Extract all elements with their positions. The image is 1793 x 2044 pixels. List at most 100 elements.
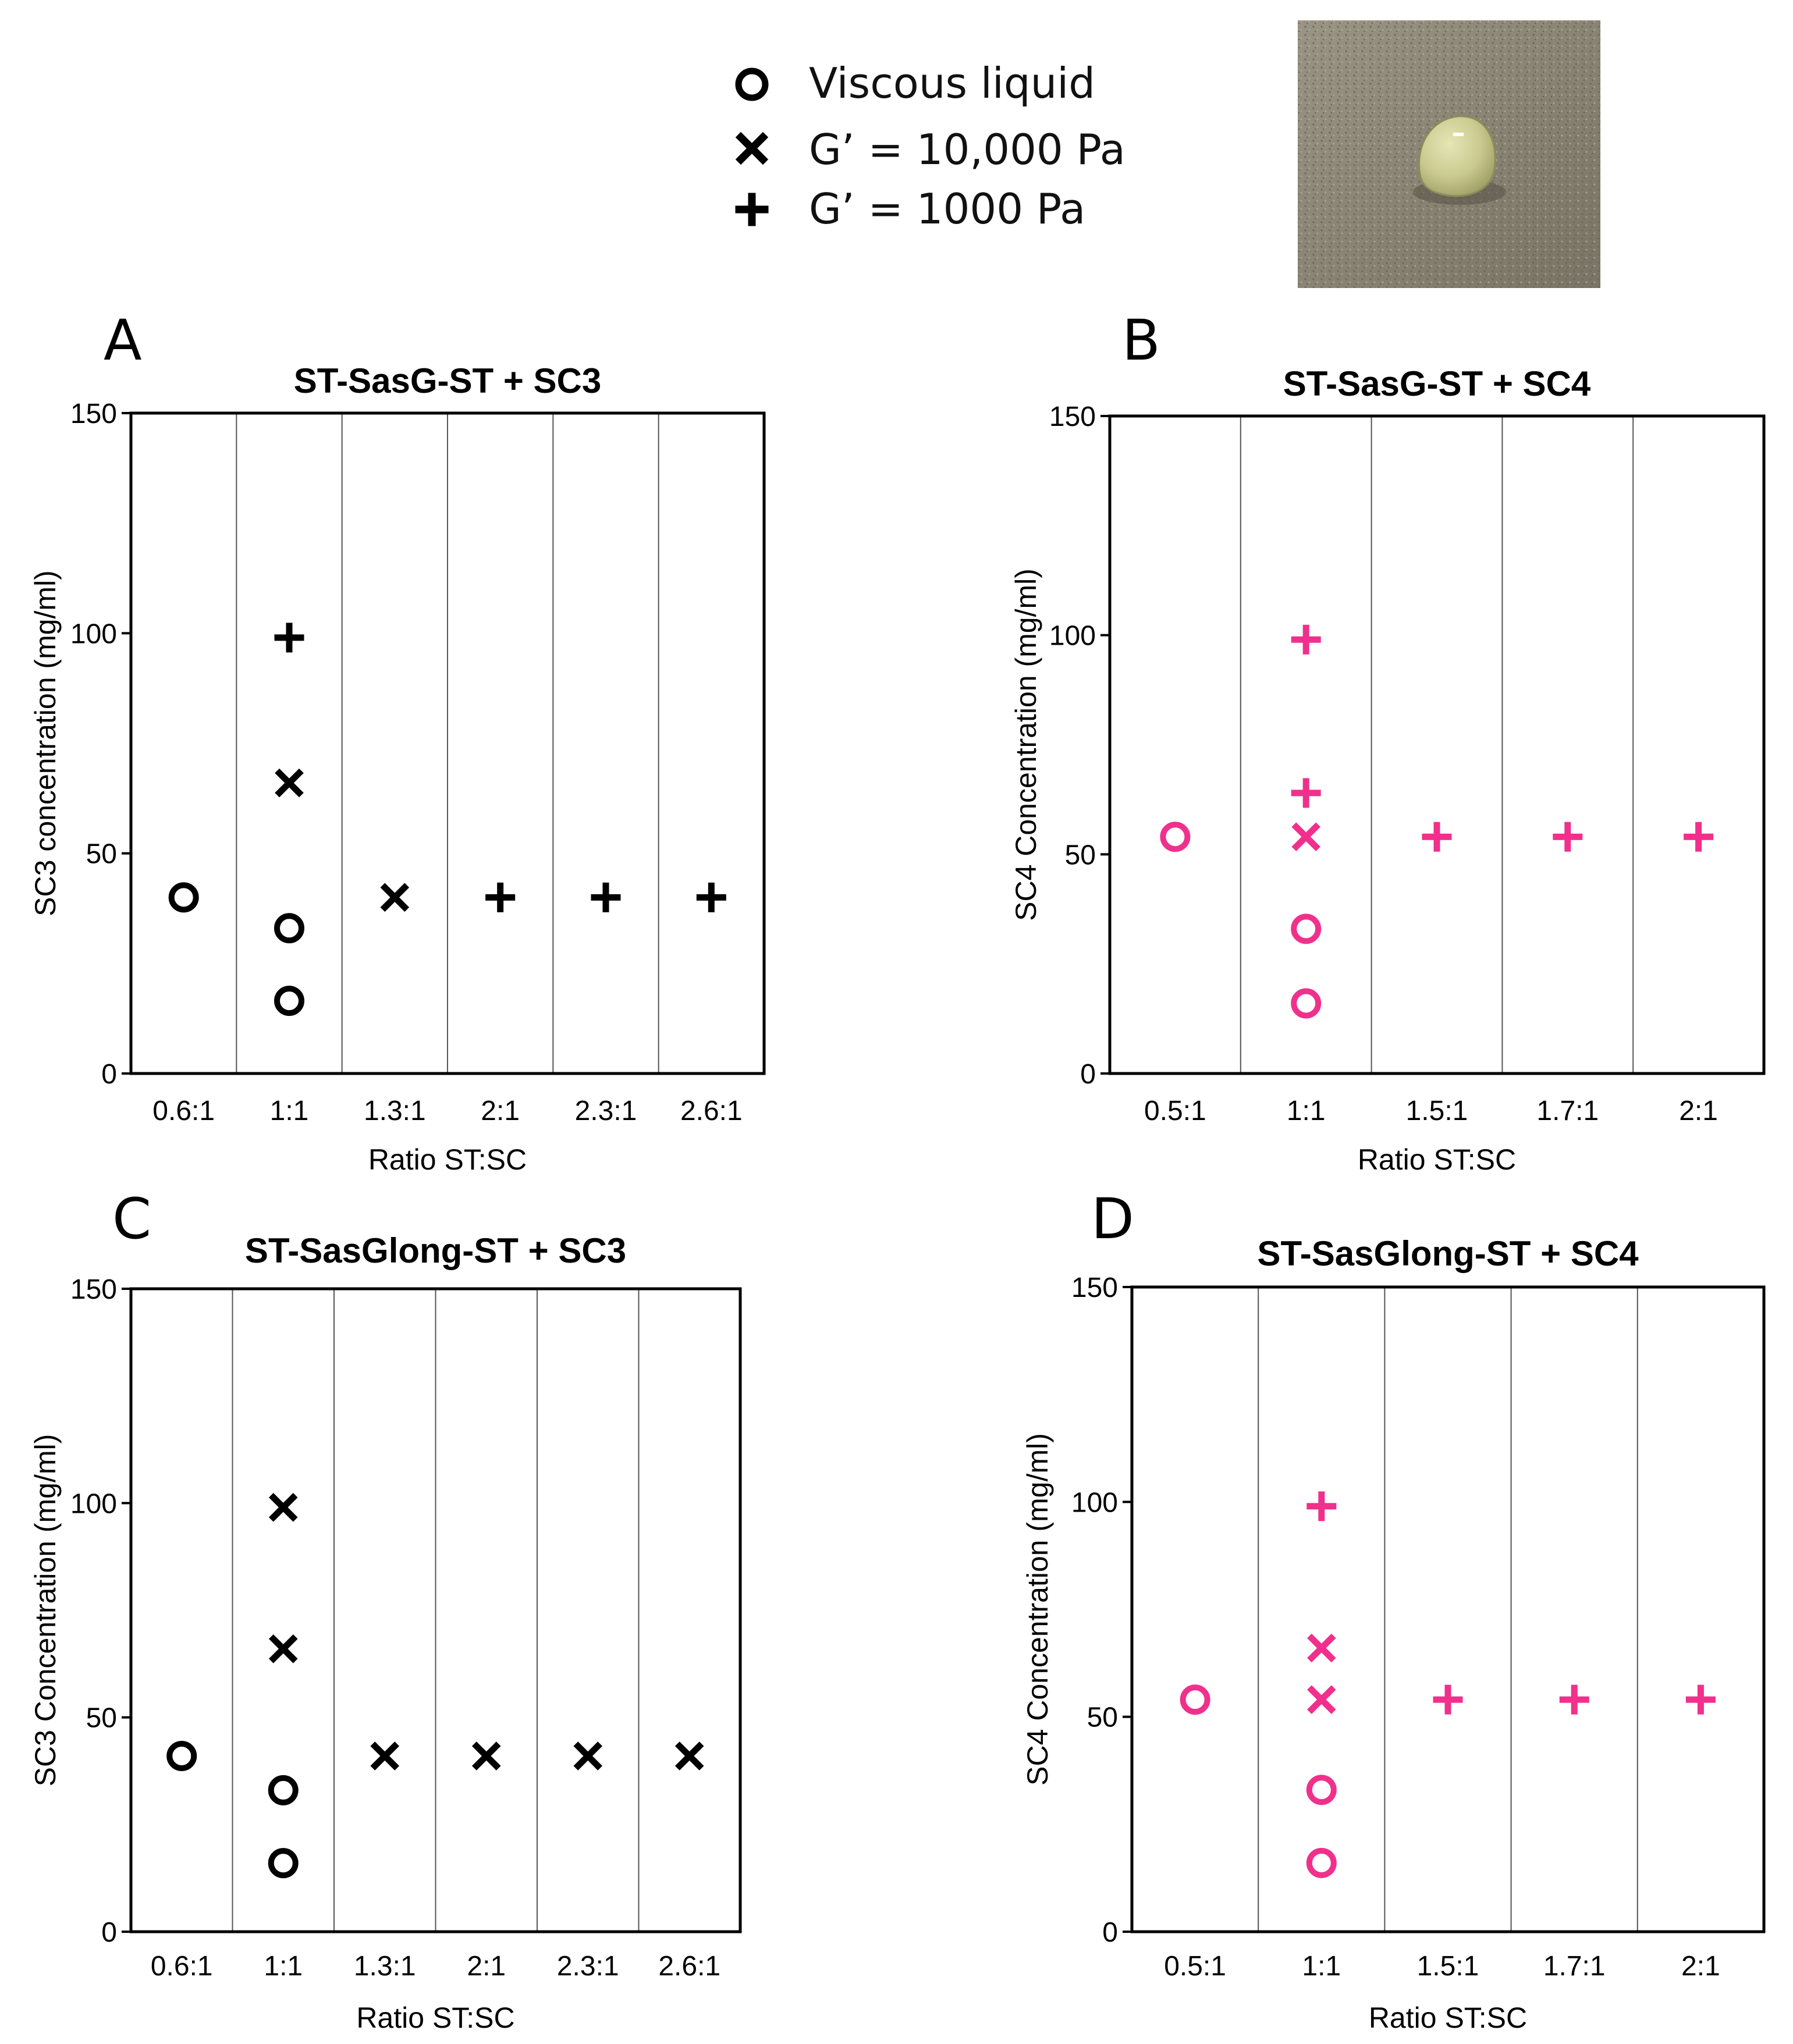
plot-frame — [129, 411, 766, 1075]
data-point-cross — [268, 1492, 298, 1522]
x-tick-label: 2.3:1 — [575, 1096, 637, 1126]
y-axis-label: SC3 Concentration (mg/ml) — [29, 1434, 62, 1787]
x-tick-label: 2.6:1 — [680, 1096, 743, 1126]
y-tick-label: 100 — [70, 1488, 117, 1519]
y-tick-label: 50 — [86, 1703, 117, 1734]
x-tick-label: 1:1 — [264, 1951, 303, 1982]
y-axis-label: SC4 Concentration (mg/ml) — [1010, 568, 1042, 921]
chart-panel-a: ST-SasG-ST + SC3 0 50 100 150 0.6:1 1:1 1.3:1 2:… — [29, 361, 766, 1176]
cross-stroke — [370, 1741, 400, 1771]
x-axis-label: Ratio ST:SC — [1369, 2002, 1527, 2034]
panel-letter-d: D — [1091, 1186, 1134, 1252]
x-tick-label: 0.6:1 — [151, 1951, 213, 1982]
y-tick-label: 100 — [1071, 1487, 1118, 1518]
y-tick-label: 150 — [1071, 1272, 1118, 1303]
x-tick-label: 2:1 — [481, 1096, 520, 1126]
cross-stroke — [380, 883, 410, 912]
y-tick-label: 0 — [1102, 1917, 1118, 1948]
y-tick-label: 0 — [1080, 1059, 1096, 1090]
x-tick-label: 0.5:1 — [1144, 1096, 1206, 1126]
legend-label: G’ = 10,000 Pa — [809, 125, 1125, 174]
panel-letter-c: C — [112, 1186, 151, 1252]
x-tick-label: 1:1 — [1287, 1096, 1326, 1126]
y-axis-label: SC4 Concentration (mg/ml) — [1021, 1433, 1054, 1786]
y-tick-label: 0 — [101, 1059, 117, 1090]
legend-item-g-1000: G’ = 1000 Pa — [735, 184, 1085, 233]
data-point-circle — [166, 1740, 197, 1771]
x-tick-label: 2:1 — [1681, 1951, 1720, 1982]
data-point-circle — [268, 1775, 299, 1805]
cross-stroke — [573, 1741, 603, 1771]
legend-item-g-10000: G’ = 10,000 Pa — [735, 125, 1125, 174]
plot-frame — [1130, 1285, 1766, 1933]
x-tick-label: 1:1 — [270, 1096, 309, 1126]
cross-stroke — [268, 1492, 298, 1522]
x-tick-label: 1:1 — [1302, 1951, 1341, 1982]
x-tick-label: 1.5:1 — [1406, 1096, 1468, 1126]
data-point-circle — [1180, 1684, 1210, 1715]
data-point-plus — [1422, 822, 1452, 852]
data-point-cross — [1291, 822, 1320, 851]
hydrogel-photo — [1298, 20, 1600, 288]
data-point-plus — [1291, 778, 1321, 808]
x-tick-label: 0.5:1 — [1164, 1951, 1226, 1982]
data-point-plus — [696, 882, 726, 912]
x-tick-label: 2.3:1 — [557, 1951, 619, 1982]
x-tick-label: 1.5:1 — [1417, 1951, 1479, 1982]
y-tick-label: 150 — [70, 399, 117, 429]
cross-stroke — [471, 1741, 501, 1771]
x-tick-label: 1.3:1 — [364, 1096, 426, 1126]
chart-title: ST-SasG-ST + SC3 — [294, 361, 602, 400]
data-point-cross — [275, 768, 304, 798]
x-axis-label: Ratio ST:SC — [1358, 1143, 1516, 1176]
legend-item-viscous-liquid: Viscous liquid — [735, 59, 1095, 108]
plot-frame — [129, 1287, 742, 1933]
x-tick-label: 1.7:1 — [1543, 1951, 1606, 1982]
data-point-cross — [380, 883, 410, 912]
y-tick-label: 0 — [101, 1917, 117, 1948]
y-tick-label: 150 — [1049, 401, 1096, 432]
data-point-plus — [485, 882, 516, 912]
panel-letter-b: B — [1122, 308, 1160, 373]
data-point-plus — [1433, 1684, 1463, 1715]
x-tick-label: 0.6:1 — [152, 1096, 215, 1126]
data-point-cross — [1307, 1633, 1336, 1663]
chart-panel-d: ST-SasGlong-ST + SC4 0 50 100 150 0.5:1 1:1 1.5… — [1021, 1234, 1766, 2034]
chart-panel-c: ST-SasGlong-ST + SC3 0 50 100 150 0.6:1 1:1 1.3… — [29, 1231, 742, 2034]
data-point-cross — [471, 1741, 501, 1771]
legend: Viscous liquid G’ = 10,000 Pa G’ = 1000 … — [735, 59, 1125, 233]
chart-title: ST-SasGlong-ST + SC3 — [245, 1231, 626, 1270]
chart-title: ST-SasG-ST + SC4 — [1283, 364, 1591, 403]
x-tick-label: 2.6:1 — [658, 1951, 720, 1982]
x-axis-label: Ratio ST:SC — [368, 1143, 527, 1176]
y-tick-label: 100 — [1049, 621, 1096, 652]
y-tick-label: 150 — [70, 1274, 117, 1305]
data-point-cross — [674, 1741, 704, 1771]
y-tick-label: 50 — [1065, 840, 1096, 870]
cross-stroke — [1291, 822, 1320, 851]
data-point-plus — [1306, 1491, 1337, 1522]
x-tick-label: 1.3:1 — [354, 1951, 416, 1982]
data-point-circle — [274, 986, 304, 1016]
data-point-plus — [1291, 624, 1321, 655]
y-tick-label: 50 — [1087, 1702, 1118, 1733]
cross-icon — [735, 131, 769, 165]
circle-icon — [735, 67, 769, 101]
data-point-plus — [1684, 822, 1714, 852]
data-point-cross — [268, 1634, 298, 1663]
data-point-cross — [573, 1741, 603, 1771]
cross-stroke — [1307, 1633, 1336, 1663]
chart-panel-b: ST-SasG-ST + SC4 0 50 100 150 0.5:1 1:1 1.5:1 1.… — [1010, 364, 1766, 1176]
x-tick-label: 2:1 — [467, 1951, 506, 1982]
y-tick-label: 50 — [86, 839, 117, 870]
panel-letter-a: A — [104, 308, 142, 373]
data-point-circle — [1306, 1847, 1337, 1878]
data-point-plus — [1685, 1684, 1716, 1715]
data-point-cross — [1307, 1685, 1336, 1714]
data-point-circle — [1160, 822, 1191, 852]
data-point-circle — [1291, 988, 1322, 1019]
cross-stroke — [268, 1634, 298, 1663]
data-point-circle — [268, 1848, 299, 1879]
data-point-plus — [1559, 1684, 1589, 1715]
